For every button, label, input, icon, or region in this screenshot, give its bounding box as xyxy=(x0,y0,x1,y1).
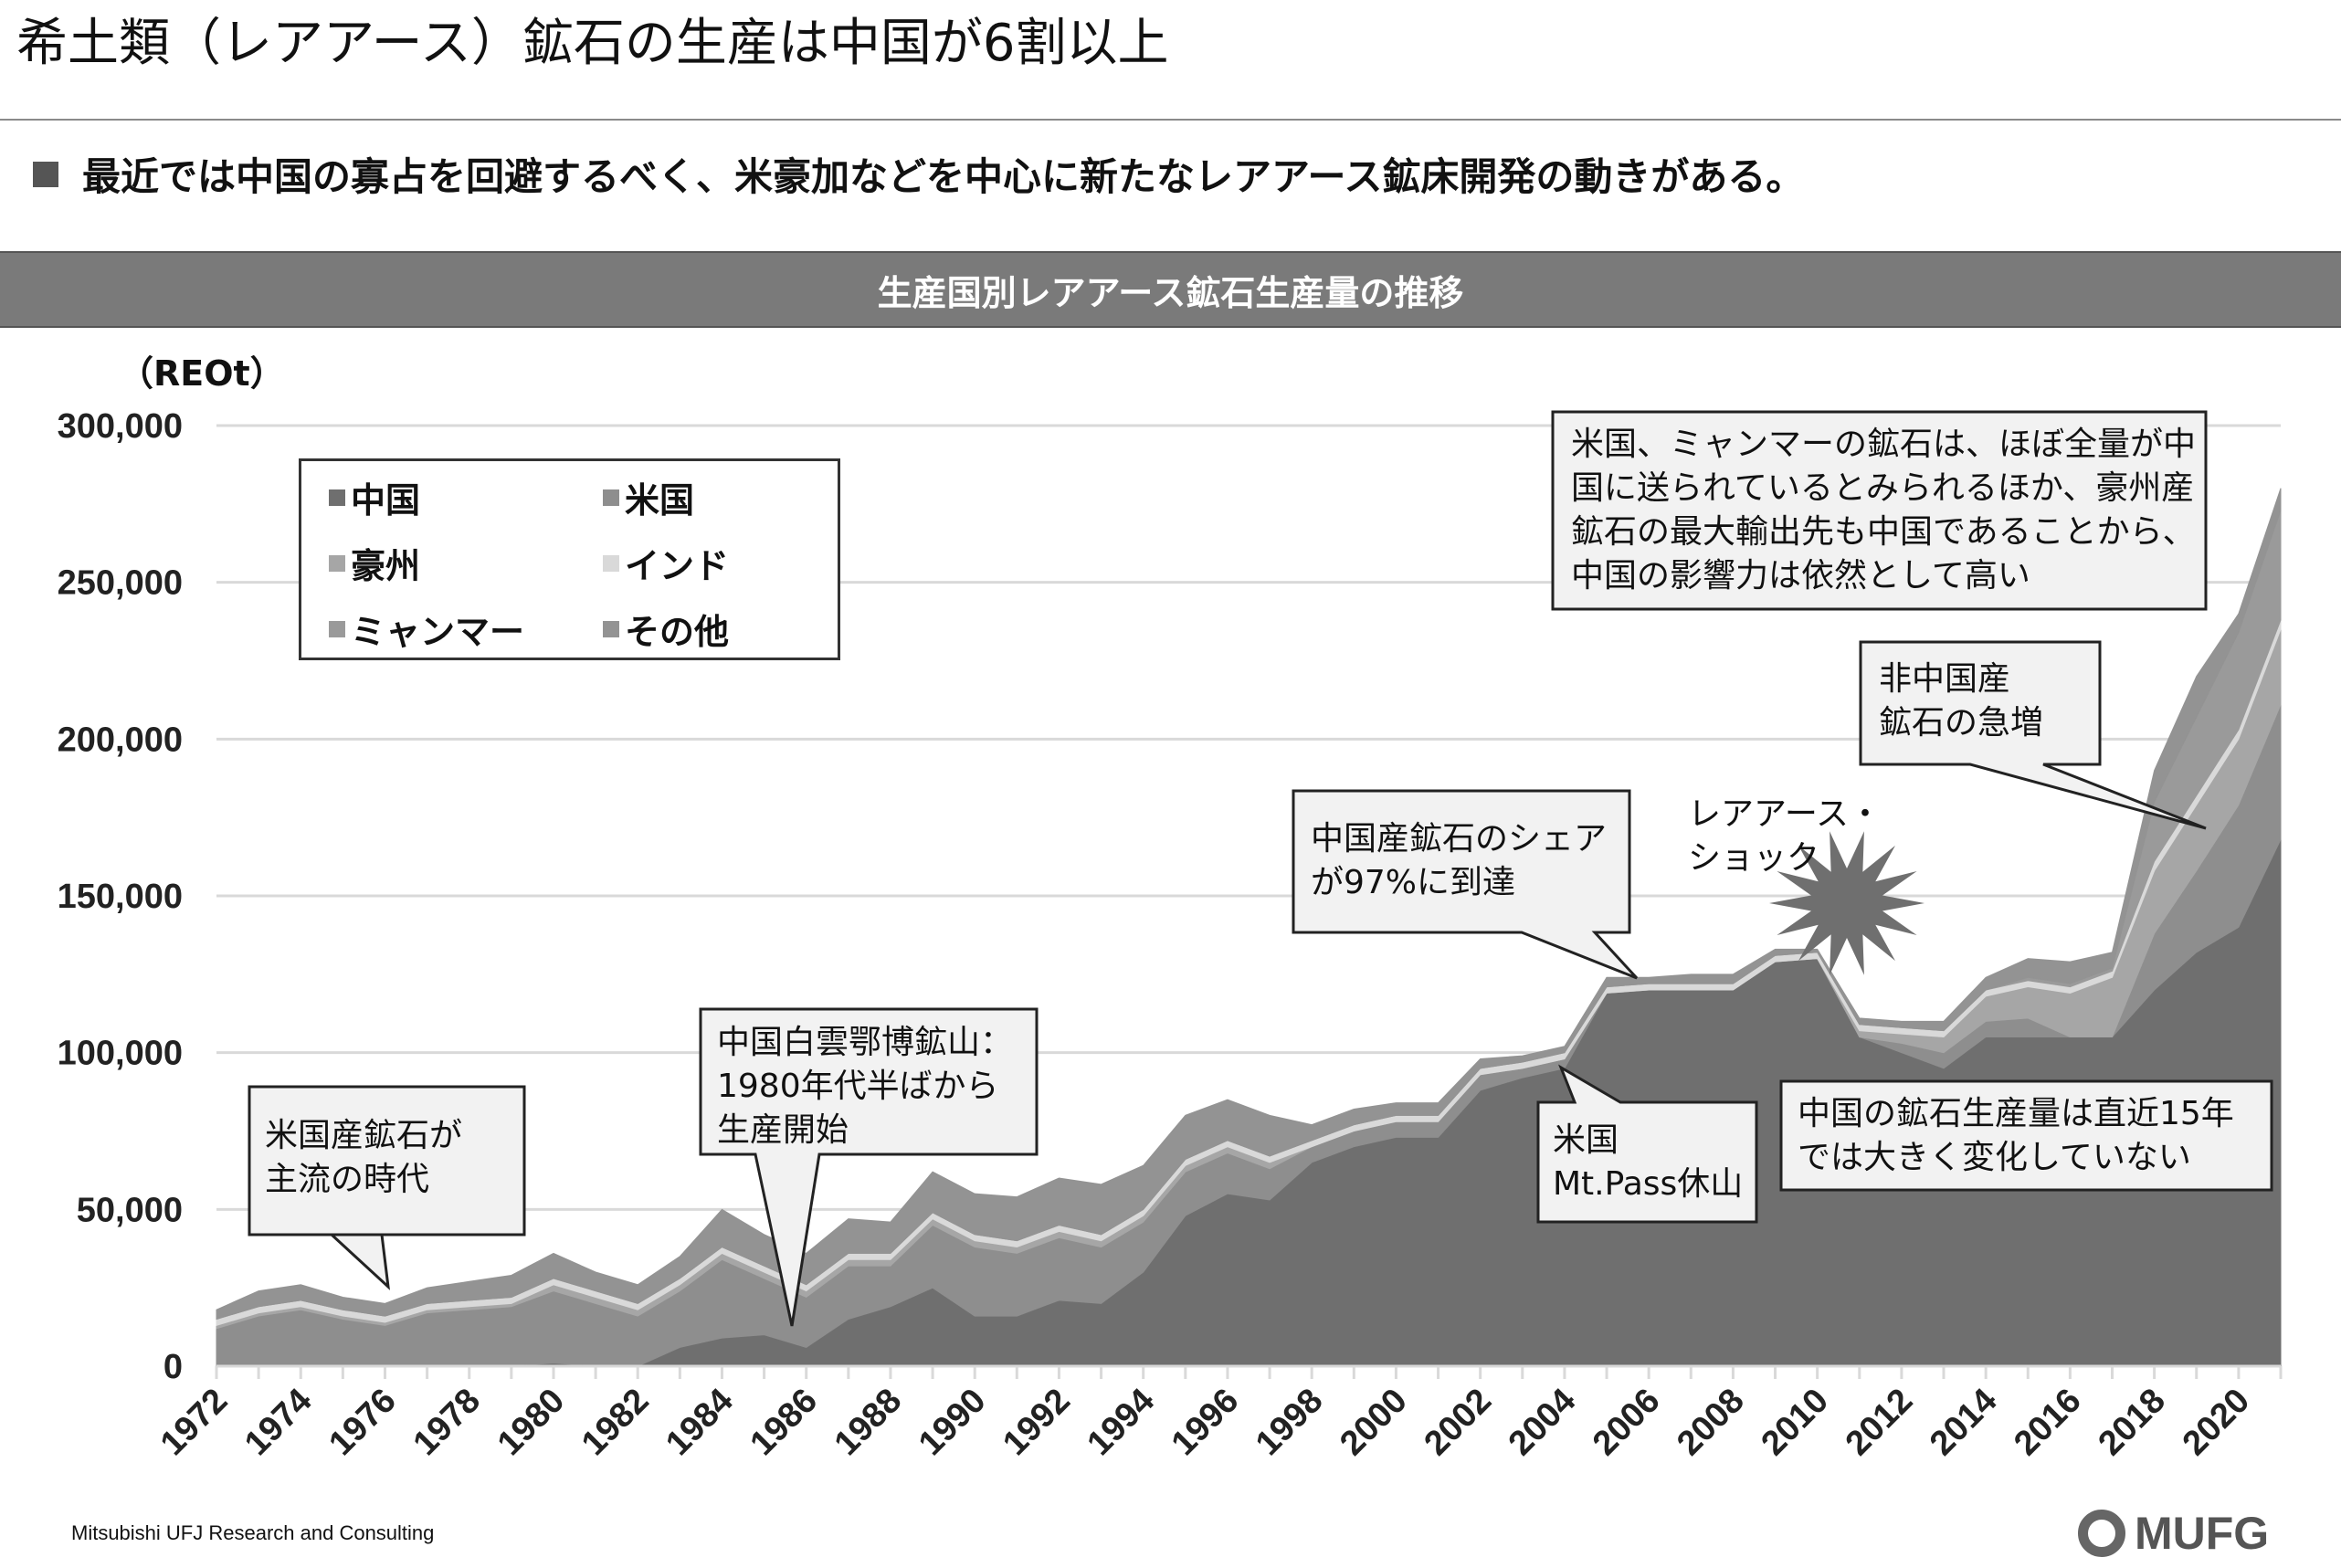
annotation-text: 中国の鉱石生産量は直近15年 では大きく変化していない xyxy=(1798,1095,2234,1176)
legend-item: 米国 xyxy=(603,472,694,522)
x-tick-label: 1980 xyxy=(490,1382,572,1463)
x-tick-label: 2008 xyxy=(1670,1382,1751,1463)
logo-text: MUFG xyxy=(2135,1508,2270,1559)
x-tick-label: 2016 xyxy=(2007,1382,2088,1463)
annotation-text: 米国 Mt.Pass休山 xyxy=(1553,1121,1744,1203)
y-axis-unit: （REOt） xyxy=(119,353,285,394)
y-tick-label: 0 xyxy=(163,1348,183,1386)
x-tick-label: 1976 xyxy=(322,1382,403,1463)
x-tick-label: 2006 xyxy=(1586,1382,1667,1463)
callout-box xyxy=(699,1007,1039,1327)
legend-item: 中国 xyxy=(329,472,420,522)
x-tick-label: 1988 xyxy=(828,1382,909,1463)
legend-item: その他 xyxy=(603,604,729,654)
x-tick-label: 1994 xyxy=(1081,1382,1162,1463)
x-tick-label: 1998 xyxy=(1249,1382,1330,1463)
x-tick-label: 1996 xyxy=(1165,1382,1246,1463)
x-tick-label: 1978 xyxy=(406,1382,488,1463)
annotation-text: 米国、ミャンマーの鉱石は、ほぼ全量が中 国に送られているとみられるほか、豪州産 … xyxy=(1571,426,2197,595)
y-tick-label: 200,000 xyxy=(58,721,183,759)
title-divider xyxy=(0,119,2341,121)
y-tick-label: 250,000 xyxy=(58,564,183,603)
legend-swatch xyxy=(603,620,619,637)
x-tick-label: 2014 xyxy=(1923,1382,2004,1463)
legend: 中国 米国豪州 インドミャンマー その他 xyxy=(299,458,840,660)
x-tick-label: 2004 xyxy=(1502,1382,1583,1463)
x-tick-label: 2012 xyxy=(1839,1382,1920,1463)
x-tick-label: 2010 xyxy=(1755,1382,1836,1463)
annotation-text: レアアース・ ショック xyxy=(1688,795,1882,877)
x-tick-label: 1986 xyxy=(743,1382,825,1463)
annotation-text: 中国産鉱石のシェア が97%に到達 xyxy=(1311,820,1608,901)
callout-box xyxy=(1292,789,1639,980)
legend-label: 豪州 xyxy=(351,546,421,586)
legend-label: ミャンマー xyxy=(351,612,525,652)
mufg-logo: MUFG xyxy=(2078,1507,2269,1560)
legend-swatch xyxy=(329,554,345,572)
legend-label: その他 xyxy=(625,612,730,652)
callout-box xyxy=(1536,1064,1758,1224)
stacked-areas xyxy=(216,488,2282,1367)
legend-label: インド xyxy=(625,546,730,586)
legend-swatch xyxy=(329,620,345,637)
callout-box xyxy=(248,1085,526,1290)
x-tick-label: 1984 xyxy=(659,1382,740,1463)
callout-box xyxy=(1551,410,2208,611)
x-tick-label: 1972 xyxy=(153,1382,235,1463)
x-tick-label: 2002 xyxy=(1418,1382,1499,1463)
legend-item: インド xyxy=(603,538,729,588)
x-tick-label: 2018 xyxy=(2092,1382,2173,1463)
annotation-text: 中国白雲鄂博鉱山： 1980年代半ばから 生産開始 xyxy=(717,1024,1014,1149)
x-tick-label: 1992 xyxy=(996,1382,1077,1463)
subtitle-text: 最近では中国の寡占を回避するべく、米豪加などを中心に新たなレアアース鉱床開発の動… xyxy=(82,154,1805,199)
y-tick-label: 150,000 xyxy=(58,878,183,916)
x-tick-label: 1990 xyxy=(912,1382,993,1463)
legend-item: 豪州 xyxy=(329,538,420,588)
square-bullet-icon xyxy=(33,161,58,187)
x-tick-label: 2020 xyxy=(2176,1382,2257,1463)
legend-label: 米国 xyxy=(625,480,695,521)
legend-swatch xyxy=(603,554,619,572)
legend-swatch xyxy=(603,489,619,506)
area-series-5 xyxy=(216,488,2282,1321)
callout-box xyxy=(1779,1079,2273,1192)
x-tick-label: 1982 xyxy=(575,1382,656,1463)
legend-swatch xyxy=(329,489,345,506)
x-tick-label: 1974 xyxy=(237,1382,319,1463)
page-title: 希土類（レアアース）鉱石の生産は中国が6割以上 xyxy=(16,14,1169,73)
callout-shapes xyxy=(248,410,2273,1327)
legend-label: 中国 xyxy=(351,480,421,521)
y-tick-label: 300,000 xyxy=(58,407,183,446)
annotation-text: 非中国産 鉱石の急増 xyxy=(1879,660,2044,742)
annotation-text: 米国産鉱石が 主流の時代 xyxy=(265,1117,463,1198)
chart-title: 生産国別レアアース鉱石生産量の推移 xyxy=(0,251,2341,328)
logo-ring-icon xyxy=(2078,1510,2125,1557)
y-tick-label: 100,000 xyxy=(58,1035,183,1073)
subtitle: 最近では中国の寡占を回避するべく、米豪加などを中心に新たなレアアース鉱床開発の動… xyxy=(33,146,1804,202)
callout-box xyxy=(1859,640,2207,830)
footer-company: Mitsubishi UFJ Research and Consulting xyxy=(71,1521,435,1544)
legend-item: ミャンマー xyxy=(329,604,524,654)
y-tick-label: 50,000 xyxy=(77,1191,183,1229)
x-tick-label: 2000 xyxy=(1333,1382,1414,1463)
explosion-icon xyxy=(1769,831,1924,975)
